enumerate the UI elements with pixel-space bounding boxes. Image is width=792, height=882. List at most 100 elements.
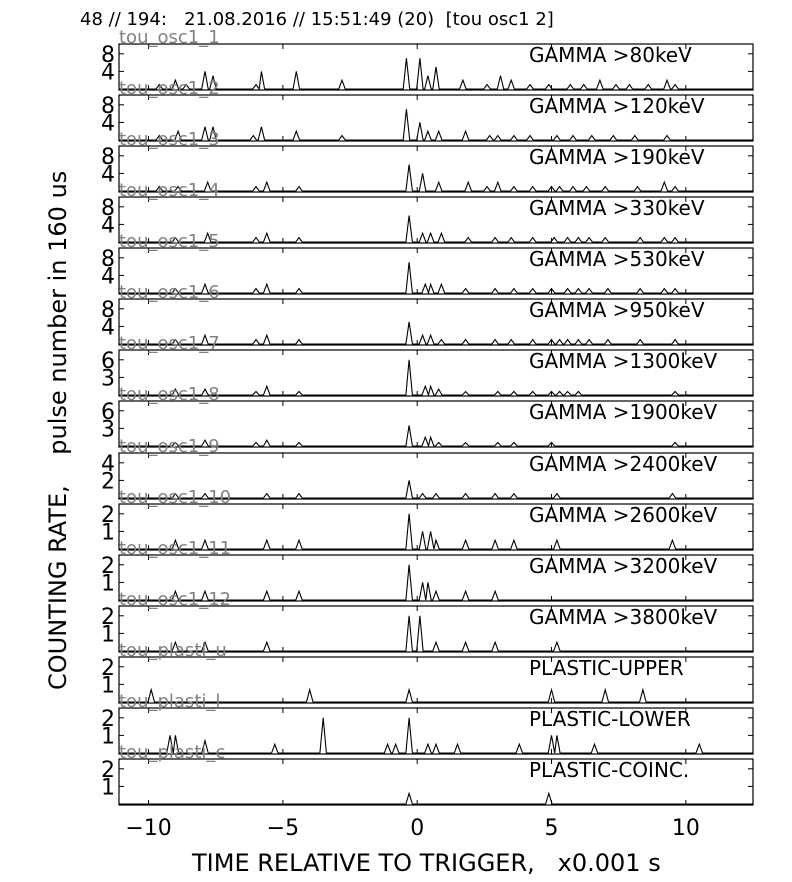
panel-tou_plasti_l xyxy=(118,707,754,755)
y-tick-label: 2 xyxy=(101,707,115,732)
panel-title: GAMMA >120keV xyxy=(529,94,705,118)
y-tick-label: 2 xyxy=(101,656,115,681)
x-tick-label: 5 xyxy=(545,816,559,841)
panel-frame xyxy=(118,503,754,551)
data-trace xyxy=(119,791,753,805)
panel-title: GAMMA >3200keV xyxy=(529,554,718,578)
panel-frame xyxy=(118,707,754,755)
panel-tou_plasti_c xyxy=(118,758,754,806)
y-tick-label: 2 xyxy=(101,554,115,579)
data-trace xyxy=(119,359,753,397)
x-tick-label: 10 xyxy=(672,816,700,841)
data-trace xyxy=(119,215,753,243)
y-tick-label: 8 xyxy=(101,298,115,323)
channel-label: tou_osc1_9 xyxy=(119,436,220,457)
panel-frame xyxy=(118,349,754,397)
panel-frame xyxy=(118,554,754,602)
data-trace xyxy=(119,321,753,345)
channel-label: tou_plasti_c xyxy=(119,742,225,763)
x-axis-label: TIME RELATIVE TO TRIGGER, x0.001 s xyxy=(192,849,661,877)
y-tick-label: 8 xyxy=(101,43,115,68)
data-trace xyxy=(119,717,753,754)
y-tick-label: 1 xyxy=(101,571,115,596)
panel-title: PLASTIC-UPPER xyxy=(529,656,684,680)
y-tick-label: 4 xyxy=(101,111,115,136)
panel-title: GAMMA >2600keV xyxy=(529,503,718,527)
y-tick-label: 2 xyxy=(101,469,115,494)
panel-tou_osc1_2 xyxy=(118,94,754,142)
y-tick-label: 8 xyxy=(101,196,115,221)
panel-title: GAMMA >80keV xyxy=(529,43,692,67)
panel-frame xyxy=(118,298,754,346)
y-tick-label: 1 xyxy=(101,775,115,800)
y-tick-label: 8 xyxy=(101,94,115,119)
panel-tou_osc1_6 xyxy=(118,298,754,346)
y-tick-label: 1 xyxy=(101,673,115,698)
data-trace xyxy=(119,564,753,601)
panel-frame xyxy=(118,656,754,704)
panel-tou_osc1_7 xyxy=(118,349,754,397)
y-tick-label: 4 xyxy=(101,452,115,477)
panel-title: GAMMA >2400keV xyxy=(529,452,718,476)
data-trace xyxy=(119,164,753,192)
x-tick-label: −10 xyxy=(125,816,171,841)
panel-frame xyxy=(118,43,754,91)
channel-label: tou_osc1_2 xyxy=(119,78,220,99)
y-tick-label: 8 xyxy=(101,145,115,170)
channel-label: tou_osc1_5 xyxy=(119,231,220,252)
panel-tou_osc1_3 xyxy=(118,145,754,193)
channel-label: tou_osc1_4 xyxy=(119,180,220,201)
panel-frame xyxy=(118,145,754,193)
panel-tou_plasti_u xyxy=(118,656,754,704)
data-trace xyxy=(119,262,753,295)
panel-tou_osc1_10 xyxy=(118,503,754,551)
panel-tou_osc1_11 xyxy=(118,554,754,602)
panel-title: PLASTIC-LOWER xyxy=(529,707,691,731)
y-tick-label: 8 xyxy=(101,247,115,272)
data-trace xyxy=(119,480,753,499)
panel-title: PLASTIC-COINC. xyxy=(529,758,689,782)
y-axis-label: COUNTING RATE, pulse number in 160 us xyxy=(44,170,72,690)
y-tick-label: 1 xyxy=(101,724,115,749)
y-tick-label: 4 xyxy=(101,264,115,289)
y-tick-label: 1 xyxy=(101,622,115,647)
y-tick-label: 4 xyxy=(101,162,115,187)
data-trace xyxy=(119,615,753,652)
panel-title: GAMMA >330keV xyxy=(529,196,705,220)
channel-label: tou_osc1_7 xyxy=(119,333,220,354)
panel-title: GAMMA >530keV xyxy=(529,247,705,271)
panel-frame xyxy=(118,94,754,142)
panel-tou_osc1_9 xyxy=(118,452,754,500)
channel-label: tou_osc1_11 xyxy=(119,538,231,559)
panel-tou_osc1_5 xyxy=(118,247,754,295)
channel-label: tou_osc1_6 xyxy=(119,282,220,303)
channel-label: tou_osc1_3 xyxy=(119,129,220,150)
panel-frame xyxy=(118,400,754,448)
data-trace xyxy=(119,513,753,550)
y-tick-label: 4 xyxy=(101,60,115,85)
panel-frame xyxy=(118,196,754,244)
y-tick-label: 2 xyxy=(101,503,115,528)
data-trace xyxy=(119,58,753,91)
record-header: 48 // 194: 21.08.2016 // 15:51:49 (20) [… xyxy=(80,9,554,30)
panel-title: GAMMA >190keV xyxy=(529,145,705,169)
panel-title: GAMMA >950keV xyxy=(529,298,705,322)
channel-label: tou_plasti_u xyxy=(119,640,227,661)
y-tick-label: 3 xyxy=(101,366,115,391)
panel-title: GAMMA >1300keV xyxy=(529,349,718,373)
panel-frame xyxy=(118,247,754,295)
data-trace xyxy=(119,425,753,448)
y-tick-label: 2 xyxy=(101,605,115,630)
panel-title: GAMMA >1900keV xyxy=(529,400,718,424)
channel-label: tou_osc1_10 xyxy=(119,487,231,508)
panel-frame xyxy=(118,758,754,806)
y-tick-label: 4 xyxy=(101,315,115,340)
panel-tou_osc1_8 xyxy=(118,400,754,448)
y-tick-label: 6 xyxy=(101,400,115,425)
data-trace xyxy=(119,687,753,703)
channel-label: tou_osc1_12 xyxy=(119,589,231,610)
y-tick-label: 2 xyxy=(101,758,115,783)
y-tick-label: 3 xyxy=(101,417,115,442)
channel-label: tou_osc1_1 xyxy=(119,27,220,48)
